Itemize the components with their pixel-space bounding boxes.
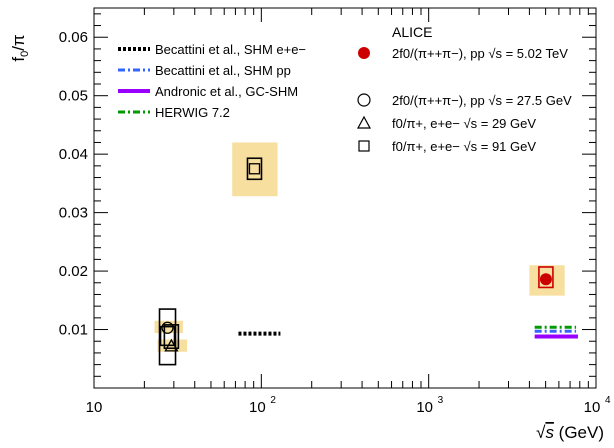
sys-box-2 [163, 324, 180, 350]
y-tick-label-1: 0.02 [59, 263, 88, 280]
legend-label-3: HERWIG 7.2 [155, 105, 230, 120]
marker-1 [161, 321, 174, 334]
x-tick-label-1: 10 [249, 399, 266, 416]
x-tick-label-3: 10 [584, 399, 601, 416]
sys-band-3 [232, 142, 278, 197]
x-axis-label: √s (GeV) [536, 423, 604, 442]
y-axis-label: f0/π [9, 34, 31, 61]
experiment-label: ALICE [392, 24, 432, 40]
legend-data-label-1: 2f0/(π++π−), pp √s = 27.5 GeV [392, 93, 572, 108]
legend-marker-0 [358, 47, 370, 59]
x-tick-label-0: 10 [86, 399, 103, 416]
y-tick-label-2: 0.03 [59, 205, 88, 222]
legend-data-label-0: 2f0/(π++π−), pp √s = 5.02 TeV [392, 46, 568, 61]
y-tick-label-4: 0.05 [59, 88, 88, 105]
x-tick-exp-2: 3 [438, 395, 444, 406]
y-tick-label-3: 0.04 [59, 146, 88, 163]
legend-marker-1 [357, 93, 371, 107]
y-tick-label-0: 0.01 [59, 322, 88, 339]
marker-0 [539, 273, 552, 286]
legend-data-label-2: f0/π+, e+e− √s = 29 GeV [392, 116, 536, 131]
data-points [158, 157, 554, 366]
sys-box-1 [159, 325, 176, 347]
marker-2 [164, 338, 179, 352]
legend-data-label-3: f0/π+, e+e− √s = 91 GeV [392, 139, 536, 154]
legend: Becattini et al., SHM e+e− Becattini et a… [118, 42, 572, 154]
marker-3 [248, 163, 261, 175]
x-tick-exp-3: 4 [605, 395, 611, 406]
x-tick-exp-1: 2 [270, 395, 276, 406]
axes: 10 10 2 10 3 10 4 0.01 0.02 0.03 0.04 0.05 0.06 [59, 8, 611, 416]
legend-marker-3 [358, 140, 370, 152]
sys-box-extra-3 [158, 308, 177, 366]
x-tick-label-2: 10 [416, 399, 433, 416]
legend-label-2: Andronic et al., GC-SHM [155, 84, 298, 99]
y-tick-label-5: 0.06 [59, 29, 88, 46]
legend-label-0: Becattini et al., SHM e+e− [155, 42, 306, 57]
sys-box-0 [538, 266, 554, 289]
model-lines [238, 325, 578, 339]
legend-marker-2 [356, 115, 372, 129]
legend-label-1: Becattini et al., SHM pp [155, 63, 291, 78]
sys-box-3 [246, 157, 263, 181]
